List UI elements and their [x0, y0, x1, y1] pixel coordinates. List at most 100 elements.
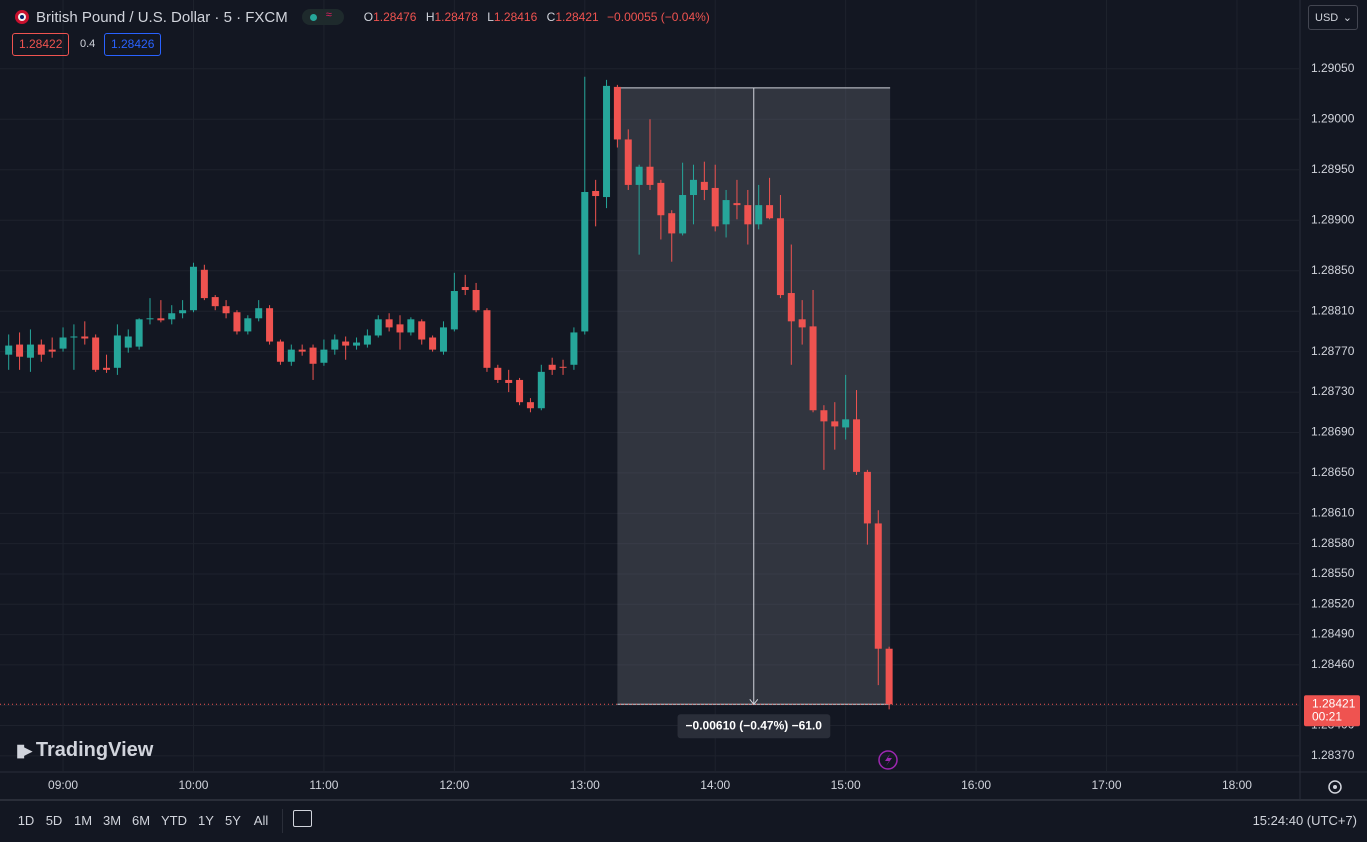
candle-body: [26, 344, 34, 358]
candle-body: [59, 337, 67, 349]
candle-body: [744, 205, 752, 225]
candle-body: [48, 349, 56, 352]
y-tick-label: 1.28610: [1311, 505, 1355, 519]
y-tick-label: 1.28900: [1311, 212, 1355, 226]
ohlc-value: 1.28478: [434, 10, 478, 24]
range-button[interactable]: 3M: [102, 813, 122, 828]
ohlc-value: 1.28416: [493, 10, 538, 24]
candle-body: [635, 166, 643, 185]
candle-body: [103, 367, 111, 370]
settings-icon-hub: [1333, 785, 1337, 789]
candle-body: [168, 313, 176, 320]
candle-body: [244, 318, 252, 332]
candle-body: [385, 319, 393, 328]
range-button[interactable]: 5Y: [225, 813, 241, 828]
ohlc-value: 1.28421: [555, 10, 599, 24]
candle-body: [755, 205, 763, 225]
candle-body: [179, 310, 187, 314]
ohlc-label: O: [363, 10, 374, 24]
x-tick-label: 13:00: [570, 778, 600, 792]
candle-body: [113, 335, 121, 368]
currency-select[interactable]: USD ⌄: [1308, 5, 1358, 30]
candle-body: [516, 379, 524, 403]
candle-body: [450, 291, 458, 330]
range-button[interactable]: YTD: [161, 813, 187, 828]
candle-body: [820, 410, 828, 422]
candle-body: [657, 182, 665, 216]
candle-body: [624, 139, 632, 185]
candle-body: [16, 344, 24, 357]
settings-icon: [1328, 780, 1342, 794]
candle-body: [407, 319, 415, 333]
last-price-label: 1.28421: [1312, 696, 1356, 710]
date-range-button[interactable]: [293, 810, 312, 827]
candle-body: [429, 337, 437, 350]
candle-body: [374, 319, 382, 336]
candle-body: [135, 319, 143, 347]
candle-body: [733, 203, 741, 206]
candle-body: [581, 191, 589, 332]
y-tick-label: 1.29050: [1311, 61, 1355, 75]
candle-body: [798, 319, 806, 328]
clock[interactable]: 15:24:40 (UTC+7): [1252, 813, 1357, 828]
buy-button[interactable]: 1.28426: [104, 33, 162, 56]
candle-body: [863, 471, 871, 524]
y-tick-label: 1.28550: [1311, 566, 1355, 580]
range-button[interactable]: 1M: [73, 813, 93, 828]
candle-body: [722, 200, 730, 225]
candle-body: [776, 218, 784, 296]
candle-body: [298, 349, 306, 352]
candle-body: [200, 269, 208, 299]
change: −0.00055 (−0.04%): [607, 10, 710, 24]
candle-body: [787, 293, 795, 322]
y-tick-label: 1.29000: [1311, 111, 1355, 125]
sell-button[interactable]: 1.28422: [12, 33, 70, 56]
y-tick-label: 1.28370: [1311, 748, 1355, 762]
range-button[interactable]: 5D: [45, 813, 63, 828]
measure-arrow-head: [749, 698, 759, 706]
candle-body: [418, 321, 426, 340]
watermark: ▮▸ TradingView: [16, 739, 154, 761]
ohlc-label: C: [546, 10, 556, 24]
candle-body: [255, 308, 263, 319]
y-tick-label: 1.28580: [1311, 536, 1355, 550]
candle-body: [613, 86, 621, 140]
candle-body: [548, 364, 556, 370]
candle-body: [494, 367, 502, 380]
candle-body: [592, 190, 600, 197]
candle-body: [679, 195, 687, 234]
y-tick-label: 1.28950: [1311, 162, 1355, 176]
y-tick-label: 1.28730: [1311, 384, 1355, 398]
candle-body: [700, 181, 708, 190]
header: British Pound / U.S. Dollar · 5 · FXCM ≈…: [14, 7, 710, 27]
candle-body: [81, 336, 89, 339]
y-tick-label: 1.28690: [1311, 425, 1355, 439]
range-button[interactable]: 6M: [131, 813, 151, 828]
candle-body: [689, 179, 697, 196]
candle-body: [342, 341, 350, 346]
range-button[interactable]: All: [253, 813, 269, 828]
candle-body: [461, 286, 469, 291]
status-pill[interactable]: ≈: [301, 9, 344, 25]
x-tick-label: 17:00: [1092, 778, 1122, 792]
range-button[interactable]: 1Y: [198, 813, 214, 828]
range-button[interactable]: 1D: [17, 813, 35, 828]
candle-body: [309, 347, 317, 364]
measure-label: −0.00610 (−0.47%) −61.0: [686, 718, 823, 732]
candle-body: [570, 332, 578, 365]
candle-body: [885, 648, 893, 705]
symbol-title[interactable]: British Pound / U.S. Dollar · 5 · FXCM: [36, 8, 288, 26]
candle-body: [646, 166, 654, 185]
candle-body: [874, 523, 882, 649]
ohlc: O1.28476 H1.28478 L1.28416 C1.28421 −0.0…: [358, 10, 710, 24]
candle-body: [526, 402, 534, 409]
candle-body: [92, 337, 100, 370]
y-tick-label: 1.28850: [1311, 263, 1355, 277]
candle-body: [831, 421, 839, 427]
y-tick-label: 1.28460: [1311, 657, 1355, 671]
x-tick-label: 14:00: [700, 778, 730, 792]
candle-body: [70, 336, 78, 338]
candle-body: [603, 85, 611, 198]
